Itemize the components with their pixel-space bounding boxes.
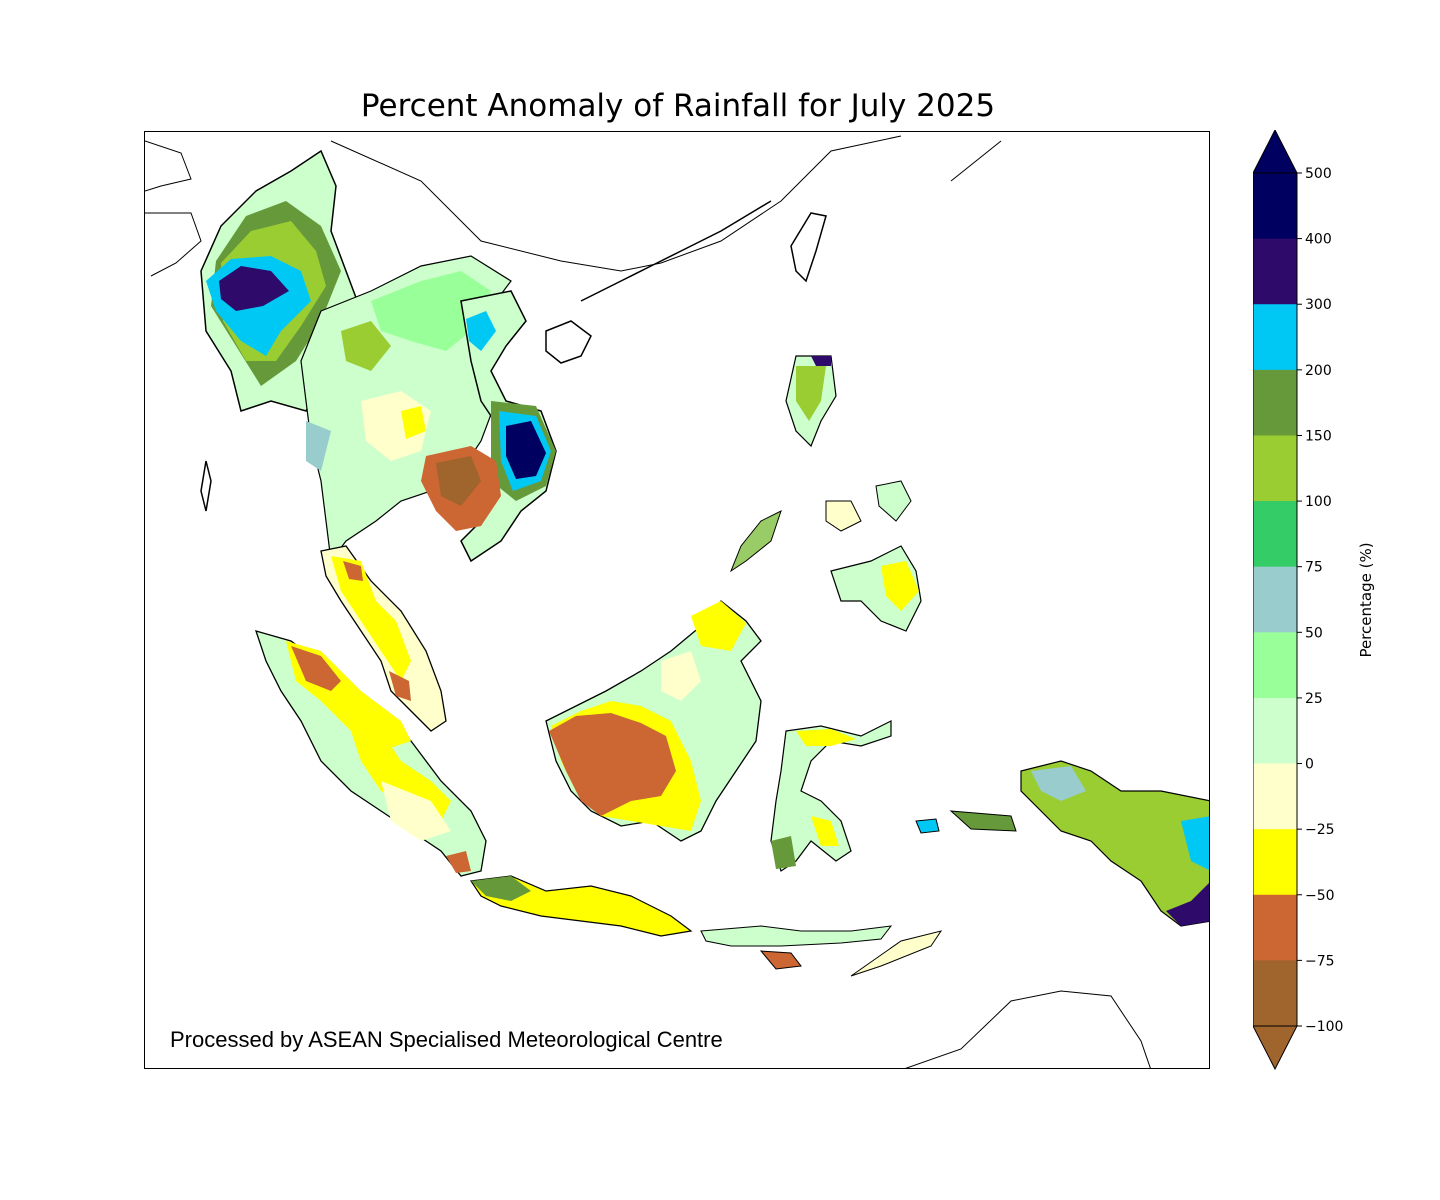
colorbar-tick-label: 400	[1305, 232, 1332, 248]
colorbar-tick-label: 0	[1305, 757, 1314, 773]
papua	[915, 760, 1209, 927]
philippines	[729, 355, 922, 632]
colorbar-bin	[1253, 960, 1297, 1027]
colorbar-bin	[1253, 566, 1297, 633]
colorbar-tick-label: 500	[1305, 166, 1332, 182]
map-canvas	[145, 135, 1209, 1068]
vietnam-north-cyan	[466, 311, 496, 351]
colorbar-under-triangle	[1253, 1025, 1298, 1071]
china-borders	[145, 135, 1151, 1068]
colorbar-bins	[1253, 173, 1297, 1027]
colorbar-bin	[1253, 435, 1297, 502]
laos-olive	[341, 321, 391, 371]
colorbar-bin	[1253, 829, 1297, 896]
thailand-yellow	[401, 406, 426, 439]
colorbar-tick-label: 150	[1305, 428, 1332, 444]
colorbar-tick-label: −100	[1305, 1019, 1343, 1035]
colorbar-bin	[1253, 173, 1297, 240]
colorbar-bin	[1253, 697, 1297, 765]
borneo	[545, 600, 762, 842]
thailand-blue-band	[306, 421, 331, 471]
taiwan	[790, 212, 827, 283]
colorbar-bin	[1253, 501, 1297, 568]
vietnam-central-max	[506, 421, 546, 479]
colorbar-tick-label: 50	[1305, 625, 1323, 641]
mainland-southeast-asia	[200, 149, 557, 732]
colorbar-bin	[1253, 763, 1297, 830]
colorbar-bin	[1253, 632, 1297, 699]
colorbar-tick-label: 100	[1305, 494, 1332, 510]
colorbar-bin	[1253, 238, 1297, 305]
peninsula-brown	[343, 561, 411, 701]
islands-outlines	[200, 200, 827, 512]
colorbar-label: Percentage (%)	[1357, 542, 1375, 658]
colorbar-bin	[1253, 894, 1297, 961]
colorbar-tick-label: −25	[1305, 822, 1335, 838]
colorbar: 500 400 300 200 150 100 75 50 25 0 −25 −50 −75 −100	[1253, 130, 1343, 1071]
hainan	[545, 320, 592, 364]
colorbar-tick-label: 25	[1305, 691, 1323, 707]
colorbar-tick-label: −50	[1305, 888, 1335, 904]
colorbar-tick-label: 300	[1305, 297, 1332, 313]
cambodia-driest	[436, 456, 481, 506]
sulawesi	[770, 720, 892, 872]
colorbar-tick-label: −75	[1305, 953, 1335, 969]
colorbar-bin	[1253, 304, 1297, 371]
java-nusa	[469, 875, 943, 977]
colorbar-ticks: 500 400 300 200 150 100 75 50 25 0 −25 −50 −75 −100	[1297, 166, 1343, 1035]
laos-green	[371, 271, 491, 351]
colorbar-bin	[1253, 369, 1297, 436]
processing-credit: Processed by ASEAN Specialised Meteorolo…	[170, 1027, 723, 1052]
colorbar-tick-label: 200	[1305, 363, 1332, 379]
map-title: Percent Anomaly of Rainfall for July 202…	[360, 88, 996, 124]
map-panel	[144, 131, 1210, 1069]
sumatra	[254, 630, 487, 877]
peninsula-yellow	[331, 556, 411, 681]
myanmar-max	[219, 266, 289, 311]
colorbar-over-triangle	[1253, 130, 1298, 174]
colorbar-frame	[1253, 172, 1298, 1027]
colorbar-tick-label: 75	[1305, 560, 1323, 576]
